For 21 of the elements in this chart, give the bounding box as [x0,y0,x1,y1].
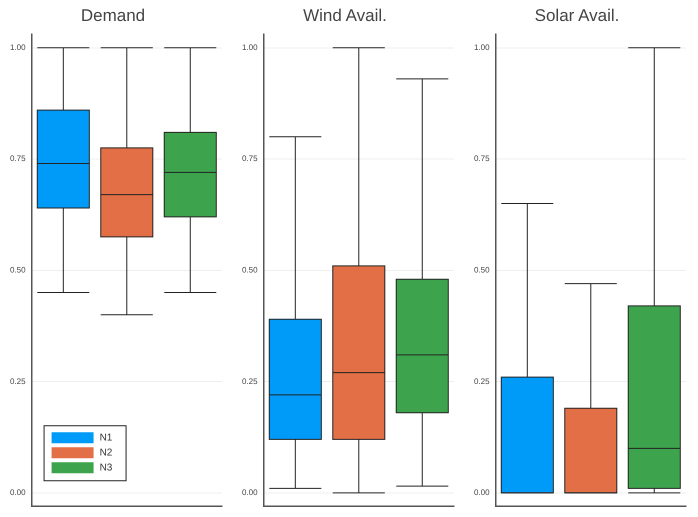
legend-label: N2 [100,447,113,458]
legend-label: N3 [100,462,113,474]
y-tick-label: 0.75 [242,154,258,164]
y-tick-label: 1.00 [474,42,490,52]
chart-title: Solar Avail. [534,6,620,25]
y-tick-label: 0.50 [474,266,490,275]
y-tick-label: 0.25 [474,376,490,386]
y-tick-label: 0.50 [10,266,26,275]
y-tick-label: 0.00 [242,488,258,498]
y-tick-label: 0.25 [10,376,26,386]
y-tick-label: 0.75 [10,154,26,164]
y-tick-label: 0.00 [474,488,490,498]
chart-title: Demand [80,6,146,25]
y-tick-label: 0.00 [10,488,26,498]
y-tick-label: 0.75 [474,154,490,164]
y-tick-label: 1.00 [242,42,258,52]
legend-label: N1 [100,432,113,444]
chart-title: Wind Avail. [303,6,387,25]
y-tick-label: 1.00 [10,42,26,52]
y-tick-label: 0.25 [242,376,258,386]
y-tick-label: 0.50 [242,266,258,275]
